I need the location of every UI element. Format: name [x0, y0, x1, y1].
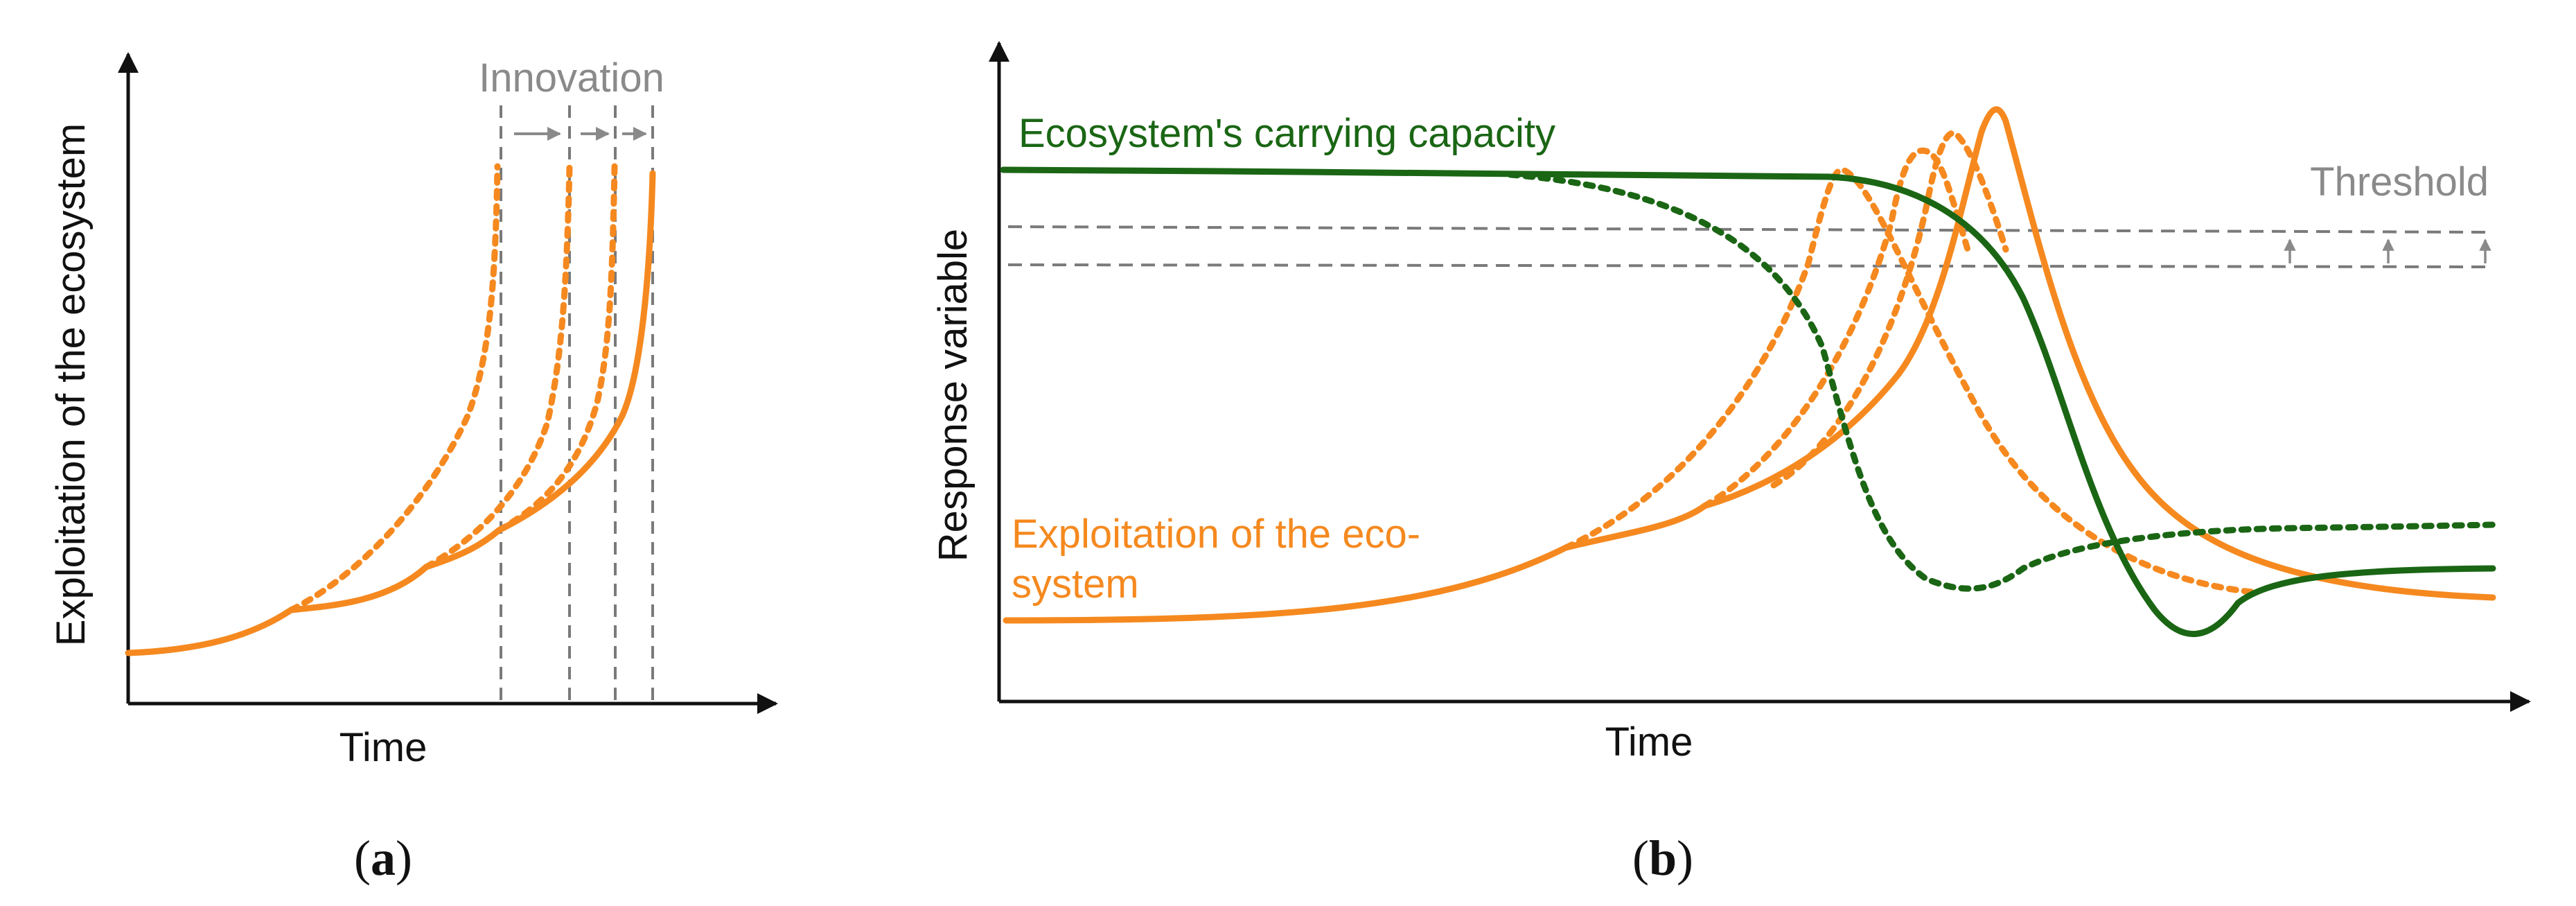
exploitation-curve-dotted-2 [423, 163, 573, 570]
panel-b: Threshold Ecosystem's carrying capacity … [930, 41, 2531, 886]
carrying-capacity-curve-solid [1000, 166, 2496, 637]
threshold-dashed-lines [1007, 225, 2494, 268]
threshold-shift-arrows [2284, 238, 2491, 263]
panel-a-caption: (a) [354, 830, 412, 886]
panel-b-x-label: Time [1605, 720, 1693, 765]
innovation-dashed-lines [500, 105, 654, 704]
exploitation-label-line1: Exploitation of the eco- [1012, 512, 1420, 557]
innovation-label: Innovation [479, 55, 664, 101]
exploitation-label-line2: system [1012, 561, 1139, 607]
exploitation-curve-dotted-1 [288, 163, 501, 613]
carrying-capacity-label: Ecosystem's carrying capacity [1018, 111, 1555, 156]
exploitation-curve-dotted-2 [1701, 147, 1971, 509]
exploitation-curve-dotted-3 [1770, 130, 2009, 489]
exploitation-curve-dotted-1 [1562, 166, 2262, 596]
exploitation-curve-solid [125, 170, 656, 656]
panel-a-x-label: Time [339, 725, 427, 770]
panel-a: Innovation Exploitation of the ecosystem… [48, 52, 778, 886]
panel-a-y-label: Exploitation of the ecosystem [48, 123, 94, 646]
carrying-capacity-curve-dotted [1507, 171, 2496, 592]
threshold-label: Threshold [2310, 159, 2489, 204]
panel-b-y-label: Response variable [930, 229, 976, 561]
exploitation-curve-solid [1003, 106, 2496, 624]
exploitation-curve-dotted-3 [495, 163, 618, 534]
panel-b-caption: (b) [1632, 830, 1693, 886]
